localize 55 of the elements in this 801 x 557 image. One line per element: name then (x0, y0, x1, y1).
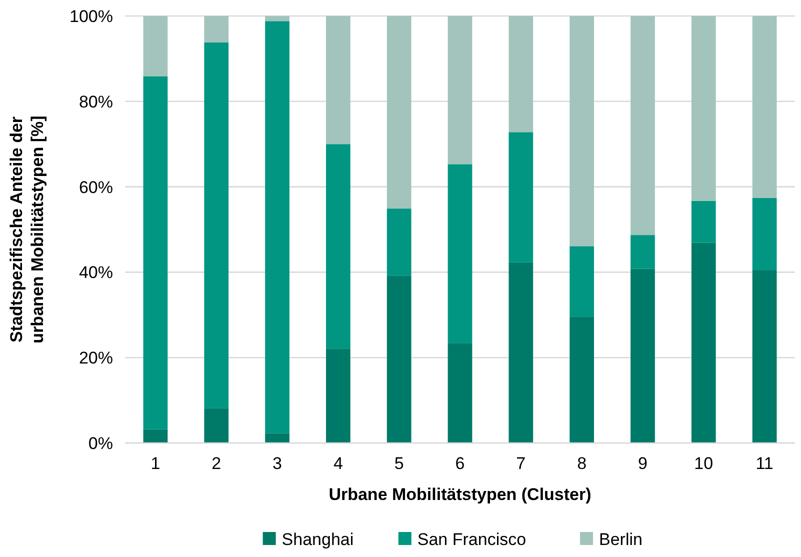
bar (630, 16, 655, 236)
bar (570, 316, 594, 443)
y-tick-label: 0% (88, 434, 113, 453)
bar (508, 16, 534, 132)
y-tick-label: 100% (70, 6, 113, 26)
x-tick-label: 6 (455, 454, 465, 473)
bar (143, 429, 168, 443)
x-tick-label: 8 (577, 454, 587, 473)
x-tick-label: 7 (516, 454, 526, 473)
bar (570, 246, 594, 317)
bar (691, 16, 716, 201)
y-tick-label: 60% (78, 178, 113, 197)
bar (265, 21, 290, 434)
y-tick-label: 40% (78, 263, 113, 282)
x-tick-label: 1 (150, 454, 160, 473)
bar (326, 348, 350, 443)
bar (448, 164, 472, 344)
bar (630, 268, 655, 443)
bar (143, 16, 168, 76)
bar (448, 16, 472, 164)
bar (508, 262, 534, 443)
bar (386, 16, 412, 209)
x-tick-label: 11 (756, 454, 774, 473)
bar (752, 198, 777, 270)
bar (204, 408, 229, 443)
bar (691, 242, 716, 443)
legend-label: Shanghai (282, 530, 354, 549)
bar (752, 270, 777, 443)
bar (630, 235, 655, 269)
bar (570, 16, 594, 246)
bar (326, 144, 350, 349)
x-axis-title: Urbane Mobilitätstypen (Cluster) (328, 485, 592, 504)
y-axis-title: Stadtspezifische Anteile der urbanen Mobilitätstypen [%] (7, 116, 47, 344)
bar (326, 16, 350, 144)
x-tick-label: 2 (212, 454, 222, 473)
x-tick-label: 10 (694, 454, 714, 473)
bar (386, 208, 412, 276)
bar (204, 16, 229, 42)
bar (386, 276, 412, 443)
bar (448, 343, 472, 443)
bar (508, 132, 534, 262)
legend-label: Berlin (599, 530, 642, 549)
bar (265, 16, 290, 22)
x-tick-label: 4 (333, 454, 343, 473)
x-tick-label: 3 (272, 454, 282, 473)
legend-label: San Francisco (417, 530, 526, 549)
bar (752, 16, 777, 198)
x-tick-label: 5 (394, 454, 404, 473)
bar (204, 42, 229, 408)
bar (691, 200, 716, 243)
y-tick-label: 80% (78, 92, 113, 112)
bar (265, 433, 290, 443)
bar (143, 76, 168, 430)
x-tick-label: 9 (638, 454, 648, 473)
y-tick-label: 20% (78, 348, 113, 368)
